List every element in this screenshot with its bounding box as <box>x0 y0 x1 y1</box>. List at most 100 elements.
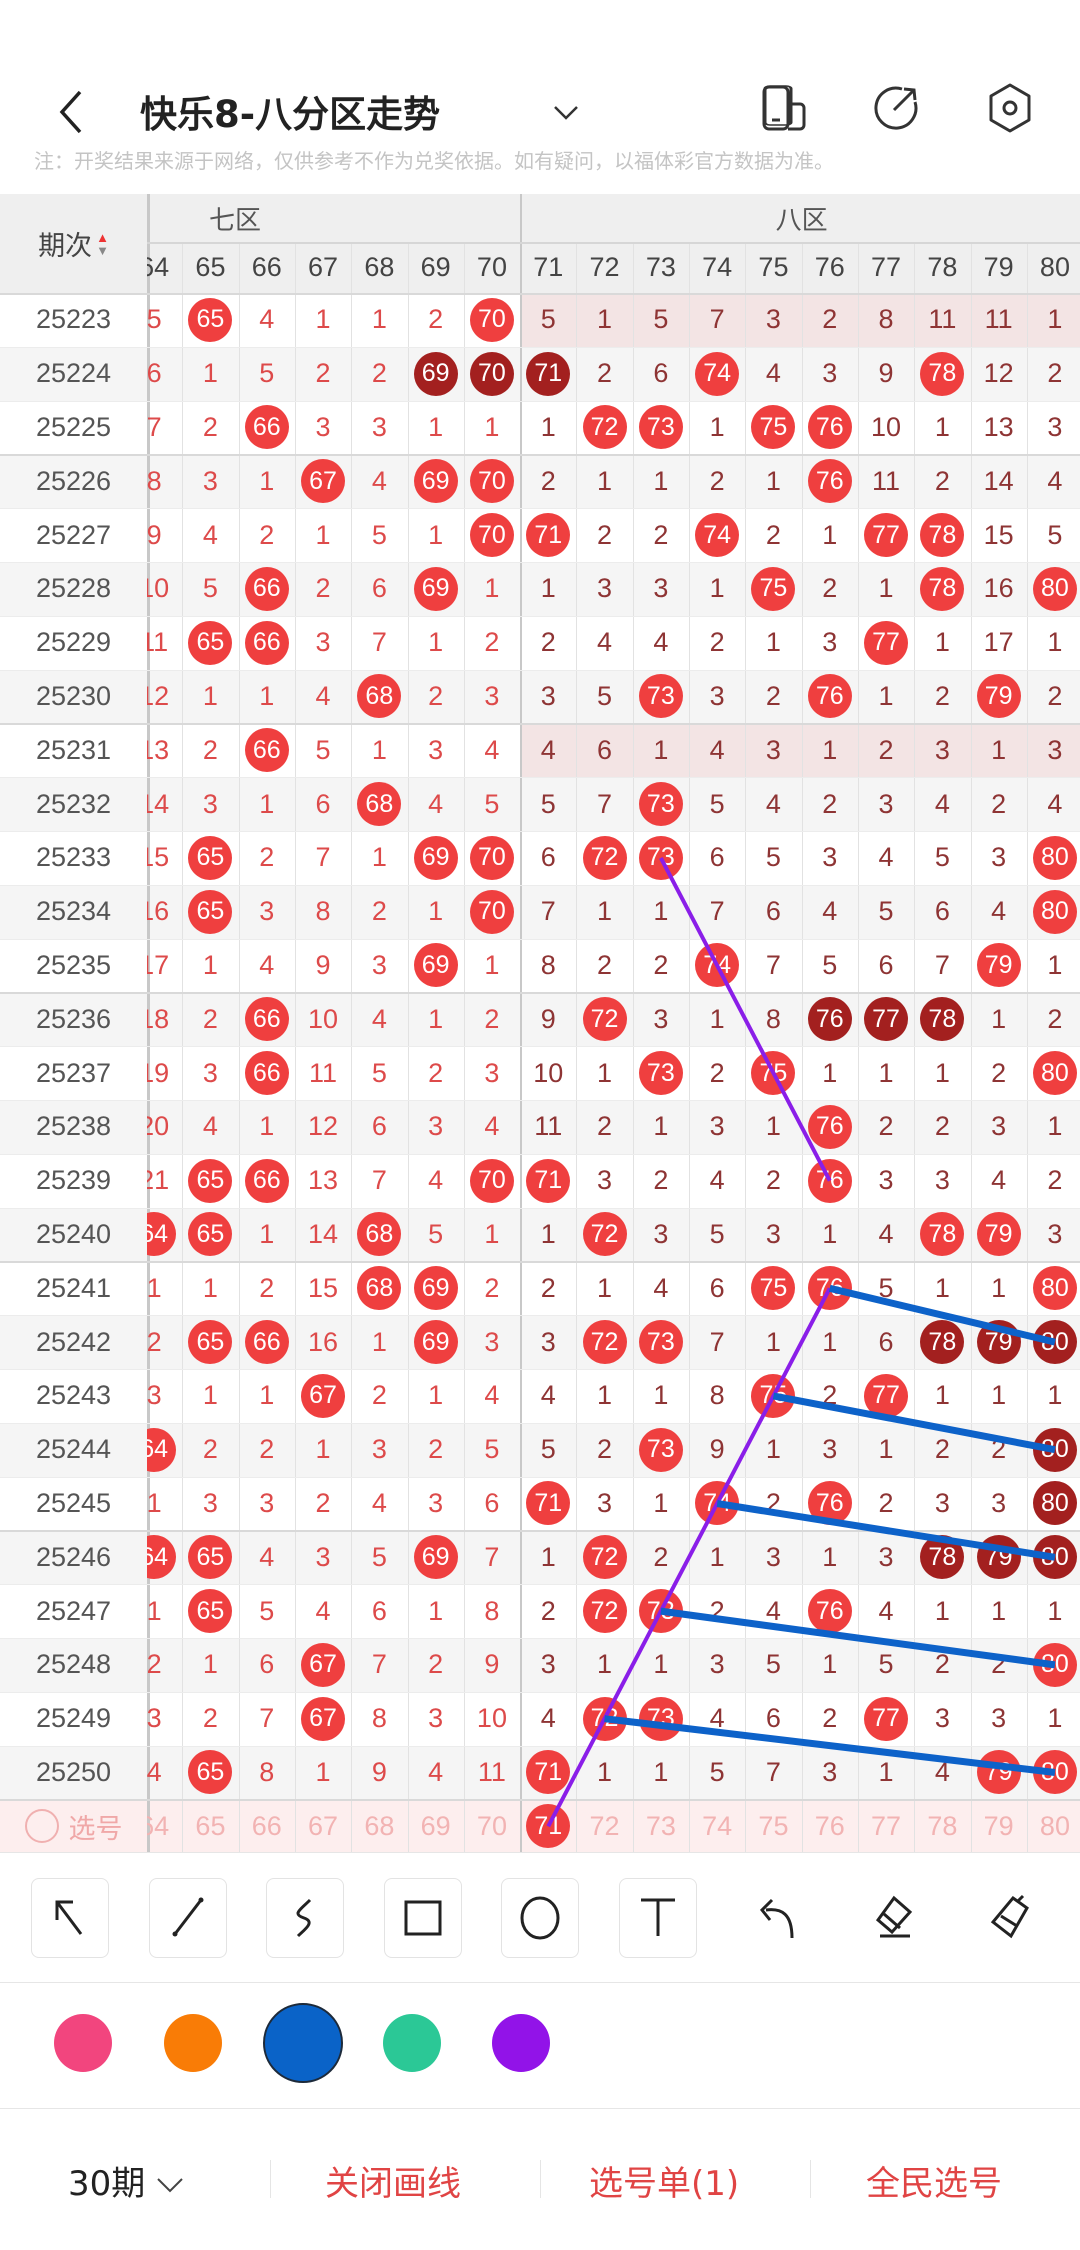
color-swatch[interactable] <box>164 2014 222 2072</box>
miss-count: 7 <box>765 949 781 980</box>
miss-count: 3 <box>765 1541 781 1572</box>
select-number[interactable]: 69 <box>420 1810 451 1841</box>
miss-count: 1 <box>653 1380 669 1411</box>
rectangle-tool-button[interactable] <box>383 1878 462 1958</box>
select-number[interactable]: 79 <box>983 1810 1014 1841</box>
select-number[interactable]: 70 <box>476 1810 507 1841</box>
miss-count: 1 <box>1047 1703 1063 1734</box>
drawn-line[interactable] <box>716 1500 1056 1561</box>
miss-count: 1 <box>371 304 387 335</box>
miss-count: 1 <box>822 1541 838 1572</box>
drawn-line[interactable] <box>546 1287 832 1828</box>
miss-count: 3 <box>259 896 275 927</box>
close-drawing-button[interactable]: 关闭画线 <box>325 2164 461 2204</box>
row-divider <box>0 1261 1080 1264</box>
select-number[interactable]: 77 <box>871 1810 902 1841</box>
miss-count: 2 <box>540 465 556 496</box>
select-number[interactable]: 65 <box>195 1810 226 1841</box>
select-number[interactable]: 80 <box>1039 1810 1070 1841</box>
drawn-number: 65 <box>182 1746 238 1800</box>
miss-count: 11 <box>534 1111 563 1142</box>
back-icon[interactable] <box>56 88 86 136</box>
clear-brush-tool-button[interactable] <box>971 1878 1049 1958</box>
miss-count: 6 <box>653 358 669 389</box>
text-tool-button[interactable] <box>618 1878 697 1958</box>
select-number[interactable]: 66 <box>251 1810 282 1841</box>
settings-icon[interactable] <box>986 82 1034 134</box>
miss-count: 3 <box>428 1703 444 1734</box>
number-ball: 80 <box>1032 1266 1077 1311</box>
miss-count: 1 <box>934 1380 950 1411</box>
color-swatch[interactable] <box>263 2003 343 2083</box>
miss-count: 5 <box>540 788 556 819</box>
select-number[interactable]: 73 <box>645 1810 676 1841</box>
miss-count: 9 <box>371 1756 387 1787</box>
period-header[interactable]: 期次 ▲ ▼ <box>0 194 147 293</box>
period-select[interactable]: 30期 <box>68 2156 185 2205</box>
row-divider <box>0 831 1080 832</box>
color-swatch[interactable] <box>54 2014 112 2072</box>
miss-count: 4 <box>709 1165 725 1196</box>
row-band <box>0 669 1080 724</box>
number-ball: 72 <box>582 405 627 450</box>
select-number[interactable]: 64 <box>147 1810 170 1841</box>
miss-count: 3 <box>428 1487 444 1518</box>
select-number[interactable]: 75 <box>758 1810 789 1841</box>
drawn-line[interactable] <box>660 1607 1056 1669</box>
miss-count: 4 <box>428 1165 444 1196</box>
miss-count: 3 <box>709 1111 725 1142</box>
community-pick-button[interactable]: 全民选号 <box>866 2164 1002 2204</box>
circle-icon[interactable] <box>24 1809 59 1844</box>
drawn-line[interactable] <box>772 1392 1056 1454</box>
drawn-line[interactable] <box>828 1284 1056 1346</box>
row-divider <box>0 1691 1080 1693</box>
number-ball: 80 <box>1032 1481 1077 1526</box>
drawn-number: 66 <box>239 992 295 1046</box>
miss-count: 2 <box>822 304 838 335</box>
number-ball: 64 <box>147 1535 177 1580</box>
miss-count: 2 <box>934 1111 950 1142</box>
select-number[interactable]: 68 <box>364 1810 395 1841</box>
drawn-line[interactable] <box>659 856 832 1182</box>
number-ball: 66 <box>244 566 289 611</box>
select-number[interactable]: 72 <box>589 1810 620 1841</box>
color-swatch[interactable] <box>383 2014 441 2072</box>
miss-count: 19 <box>147 1057 170 1088</box>
drawn-line[interactable] <box>604 1715 1056 1776</box>
miss-count: 2 <box>653 949 669 980</box>
miss-count: 1 <box>315 1434 331 1465</box>
drawn-number: 74 <box>689 508 745 562</box>
row-divider <box>0 723 1080 726</box>
color-swatch[interactable] <box>492 2014 550 2072</box>
share-icon[interactable] <box>872 84 920 132</box>
select-number[interactable]: 67 <box>308 1810 339 1841</box>
column-number: 65 <box>195 252 226 282</box>
select-number[interactable]: 76 <box>814 1810 845 1841</box>
miss-count: 21 <box>147 1165 170 1196</box>
eraser-tool-button[interactable] <box>854 1878 932 1958</box>
number-ball: 80 <box>1032 889 1077 934</box>
undo-tool-button[interactable] <box>736 1878 814 1958</box>
miss-count: 2 <box>653 519 669 550</box>
number-ball: 67 <box>301 459 346 504</box>
column-number: 68 <box>364 252 395 282</box>
circle-tool-button[interactable] <box>501 1878 579 1958</box>
miss-count: 11 <box>984 304 1013 335</box>
select-number[interactable]: 78 <box>927 1810 958 1841</box>
pick-list-button[interactable]: 选号单(1) <box>589 2164 740 2204</box>
chevron-down-icon[interactable] <box>552 104 580 122</box>
select-arrow-tool-button[interactable] <box>31 1878 109 1958</box>
miss-count: 15 <box>983 519 1014 550</box>
miss-count: 2 <box>484 627 500 658</box>
line-tool-button[interactable] <box>148 1878 227 1958</box>
miss-count: 1 <box>934 411 950 442</box>
drawn-number: 70 <box>464 885 520 939</box>
column-number: 72 <box>589 252 620 282</box>
miss-count: 3 <box>315 411 331 442</box>
sort-icon[interactable]: ▲ ▼ <box>96 229 109 258</box>
select-row-label[interactable]: 选号 <box>0 1799 147 1852</box>
curve-tool-button[interactable] <box>266 1878 344 1958</box>
period-label: 25223 <box>35 304 112 335</box>
drawn-number: 66 <box>239 1154 295 1208</box>
select-number[interactable]: 74 <box>702 1810 733 1841</box>
